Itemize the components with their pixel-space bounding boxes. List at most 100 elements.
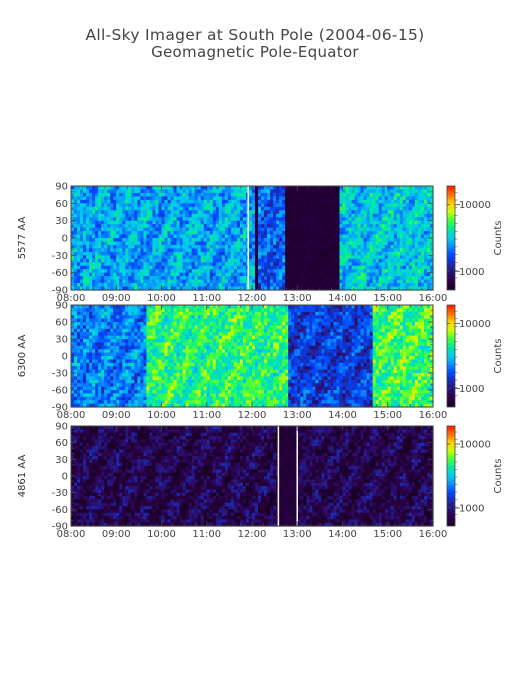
heatmap-cell bbox=[134, 244, 138, 249]
heatmap-cell bbox=[279, 186, 283, 191]
heatmap-cell bbox=[327, 206, 332, 211]
heatmap-cell bbox=[282, 272, 286, 277]
heatmap-cell bbox=[161, 248, 166, 253]
heatmap-cell bbox=[230, 227, 235, 232]
heatmap-cell bbox=[417, 186, 422, 191]
heatmap-cell bbox=[327, 258, 332, 263]
heatmap-cell bbox=[306, 220, 310, 225]
heatmap-cell bbox=[221, 262, 226, 267]
heatmap-cell bbox=[86, 238, 90, 243]
heatmap-cell bbox=[224, 255, 229, 260]
heatmap-cell bbox=[113, 379, 117, 384]
heatmap-cell bbox=[158, 248, 163, 253]
heatmap-cell bbox=[155, 206, 160, 211]
heatmap-cell bbox=[297, 258, 301, 263]
heatmap-cell bbox=[173, 189, 178, 194]
heatmap-cell bbox=[116, 379, 120, 384]
heatmap-cell bbox=[194, 262, 199, 267]
heatmap-cell bbox=[179, 189, 184, 194]
heatmap-cell bbox=[291, 206, 295, 211]
heatmap-cell bbox=[89, 206, 93, 211]
heatmap-cell bbox=[390, 269, 395, 274]
heatmap-cell bbox=[113, 210, 117, 215]
heatmap-cell bbox=[74, 376, 78, 381]
heatmap-cell bbox=[77, 238, 81, 243]
heatmap-cell bbox=[264, 238, 268, 243]
heatmap-cell bbox=[74, 369, 78, 374]
heatmap-cell bbox=[86, 244, 90, 249]
heatmap-cell bbox=[74, 366, 78, 371]
heatmap-cell bbox=[185, 279, 190, 284]
heatmap-cell bbox=[110, 234, 114, 239]
heatmap-cell bbox=[236, 217, 241, 222]
heatmap-cell bbox=[107, 248, 111, 253]
heatmap-cell bbox=[315, 244, 319, 249]
heatmap-cell bbox=[387, 279, 392, 284]
heatmap-cell bbox=[191, 213, 196, 218]
heatmap-cell bbox=[239, 276, 244, 281]
heatmap-cell bbox=[354, 213, 359, 218]
heatmap-cell bbox=[116, 359, 120, 364]
heatmap-cell bbox=[261, 269, 265, 274]
heatmap-cell bbox=[330, 186, 335, 191]
heatmap-cell bbox=[80, 359, 84, 364]
heatmap-cell bbox=[104, 272, 108, 277]
heatmap-cell bbox=[152, 227, 157, 232]
heatmap-cell bbox=[318, 265, 322, 270]
heatmap-cell bbox=[255, 189, 259, 194]
heatmap-cell bbox=[227, 265, 232, 270]
heatmap-cell bbox=[119, 192, 123, 197]
heatmap-cell bbox=[252, 279, 256, 284]
heatmap-cell bbox=[264, 251, 268, 256]
heatmap-cell bbox=[110, 373, 114, 377]
heatmap-cell bbox=[173, 199, 178, 204]
heatmap-cell bbox=[152, 203, 157, 208]
heatmap-cell bbox=[221, 199, 226, 204]
heatmap-cell bbox=[321, 272, 325, 277]
heatmap-cell bbox=[402, 220, 407, 225]
heatmap-cell bbox=[191, 238, 196, 243]
heatmap-cell bbox=[297, 206, 301, 211]
heatmap-cell bbox=[333, 231, 338, 236]
heatmap-cell bbox=[285, 224, 289, 229]
heatmap-cell bbox=[354, 238, 359, 243]
heatmap-cell bbox=[125, 234, 129, 239]
heatmap-cell bbox=[369, 199, 374, 204]
heatmap-cell bbox=[98, 308, 102, 313]
heatmap-cell bbox=[321, 262, 325, 267]
heatmap-cell bbox=[113, 400, 117, 405]
heatmap-cell bbox=[98, 244, 102, 249]
heatmap-cell bbox=[233, 286, 238, 291]
heatmap-cell bbox=[119, 328, 123, 333]
heatmap-cell bbox=[357, 262, 362, 267]
heatmap-cell bbox=[212, 224, 217, 229]
heatmap-cell bbox=[264, 241, 268, 246]
heatmap-cell bbox=[414, 262, 419, 267]
heatmap-cell bbox=[393, 220, 398, 225]
heatmap-cell bbox=[176, 206, 181, 211]
heatmap-cell bbox=[149, 251, 154, 256]
heatmap-cell bbox=[80, 196, 84, 201]
heatmap-cell bbox=[119, 224, 123, 229]
heatmap-cell bbox=[89, 383, 93, 388]
heatmap-cell bbox=[140, 262, 144, 267]
heatmap-cell bbox=[146, 231, 151, 236]
heatmap-cell bbox=[369, 279, 374, 284]
heatmap-cell bbox=[101, 238, 105, 243]
heatmap-cell bbox=[408, 203, 413, 208]
heatmap-cell bbox=[321, 206, 325, 211]
heatmap-cell bbox=[282, 255, 286, 260]
heatmap-cell bbox=[89, 217, 93, 222]
heatmap-cell bbox=[354, 244, 359, 249]
heatmap-cell bbox=[387, 227, 392, 232]
heatmap-cell bbox=[101, 279, 105, 284]
heatmap-cell bbox=[258, 213, 262, 218]
heatmap-cell bbox=[267, 189, 271, 194]
heatmap-cell bbox=[167, 234, 172, 239]
heatmap-cell bbox=[98, 231, 102, 236]
heatmap-cell bbox=[393, 231, 398, 236]
heatmap-cell bbox=[309, 213, 313, 218]
heatmap-cell bbox=[98, 224, 102, 229]
heatmap-cell bbox=[378, 227, 383, 232]
heatmap-cell bbox=[170, 265, 175, 270]
